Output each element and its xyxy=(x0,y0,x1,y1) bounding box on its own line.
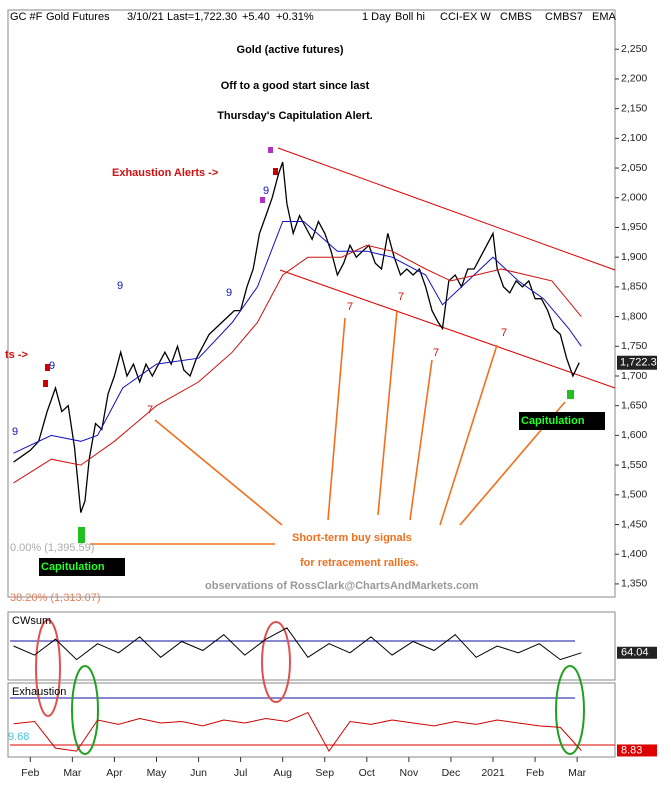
x-tick-label: Sep xyxy=(315,767,334,779)
last-label-bg xyxy=(617,646,657,659)
count-label: 7 xyxy=(398,291,404,303)
label-bg xyxy=(39,558,125,576)
exhaustion-panel xyxy=(7,682,616,758)
annotation: 0.00% (1,395.59) xyxy=(10,542,94,554)
header-item: CMBS7 xyxy=(545,11,583,23)
series-line xyxy=(13,711,582,753)
y-tick-label: 1,750 xyxy=(621,340,647,352)
last-label: 64.04 xyxy=(621,647,649,659)
x-tick-label: Jul xyxy=(234,767,247,779)
header-item: Gold Futures xyxy=(46,11,110,23)
x-tick-label: Oct xyxy=(359,767,375,779)
series-line xyxy=(13,221,582,454)
y-tick-label: 2,100 xyxy=(621,132,647,144)
left-label: 9.68 xyxy=(8,731,29,743)
channel-lower xyxy=(279,269,616,389)
chart-subtitle: Thursday's Capitulation Alert. xyxy=(217,110,373,122)
y-tick-label: 1,900 xyxy=(621,251,647,263)
price-panel xyxy=(7,9,616,598)
annotation: for retracement rallies. xyxy=(300,557,419,569)
series-line xyxy=(13,244,582,484)
annotation: observations of RossClark@ChartsAndMarke… xyxy=(205,580,479,592)
count-label: 7 xyxy=(433,347,439,359)
y-tick-label: 1,550 xyxy=(621,459,647,471)
y-tick-label: 1,600 xyxy=(621,429,647,441)
arrows xyxy=(90,309,566,545)
header-item: Last=1,722.30 xyxy=(167,11,237,23)
x-tick-label: Dec xyxy=(442,767,461,779)
y-tick-label: 1,950 xyxy=(621,221,647,233)
x-tick-label: Feb xyxy=(526,767,544,779)
count-label: 7 xyxy=(501,327,507,339)
x-tick-label: Mar xyxy=(63,767,82,779)
y-tick-label: 1,800 xyxy=(621,310,647,322)
series-line xyxy=(13,161,580,513)
count-label: 9 xyxy=(49,360,55,372)
label-bg xyxy=(519,412,605,430)
y-tick-label: 1,450 xyxy=(621,518,647,530)
y-tick-label: 1,500 xyxy=(621,489,647,501)
annotation: 38.20% (1,313.07) xyxy=(10,592,101,604)
y-tick-label: 2,150 xyxy=(621,102,647,114)
y-tick-label: 2,250 xyxy=(621,43,647,55)
chart-title: Gold (active futures) xyxy=(237,44,344,56)
header-item: Boll hi xyxy=(395,11,425,23)
y-tick-label: 1,700 xyxy=(621,370,647,382)
annotation: Short-term buy signals xyxy=(292,532,412,544)
y-tick-label: 2,050 xyxy=(621,162,647,174)
last-price-bg xyxy=(617,355,657,370)
count-label: 7 xyxy=(147,404,153,416)
y-tick-label: 1,850 xyxy=(621,281,647,293)
header-item: CMBS xyxy=(500,11,532,23)
y-tick-label: 1,400 xyxy=(621,548,647,560)
y-tick-label: 1,650 xyxy=(621,399,647,411)
y-tick-label: 1,350 xyxy=(621,578,647,590)
count-label: 9 xyxy=(117,280,123,292)
header-item: +5.40 xyxy=(242,11,270,23)
x-tick-label: Nov xyxy=(400,767,419,779)
header-item: EMA xyxy=(592,11,617,23)
panel-title: Exhaustion xyxy=(12,686,66,698)
count-label: 9 xyxy=(263,185,269,197)
header-item: 1 Day xyxy=(362,11,391,23)
x-tick-label: 2021 xyxy=(481,767,505,779)
x-tick-label: May xyxy=(147,767,168,779)
panel-title: CWsum xyxy=(12,615,51,627)
header-item: 3/10/21 xyxy=(127,11,164,23)
last-price: 1,722.3 xyxy=(620,357,657,369)
channel-upper xyxy=(277,147,616,271)
x-tick-label: Apr xyxy=(106,767,123,779)
annotation: Exhaustion Alerts -> xyxy=(112,167,218,179)
cwsum-panel xyxy=(7,611,616,681)
count-label: 9 xyxy=(12,426,18,438)
y-tick-label: 2,200 xyxy=(621,73,647,85)
highlights xyxy=(35,619,585,755)
x-tick-label: Feb xyxy=(21,767,39,779)
header-item: GC #F xyxy=(10,11,43,23)
x-tick-label: Aug xyxy=(273,767,292,779)
x-tick-label: Jun xyxy=(190,767,207,779)
count-label: 7 xyxy=(347,301,353,313)
count-label: 9 xyxy=(226,287,232,299)
last-label-bg xyxy=(617,744,657,757)
annotation: Capitulation xyxy=(521,415,585,427)
chart-subtitle: Off to a good start since last xyxy=(221,80,370,92)
annotation: Capitulation xyxy=(41,561,105,573)
x-tick-label: Mar xyxy=(568,767,587,779)
y-tick-label: 2,000 xyxy=(621,192,647,204)
last-label: 8.83 xyxy=(621,744,642,756)
alert-markers xyxy=(43,147,574,543)
header-item: +0.31% xyxy=(276,11,314,23)
series-line xyxy=(13,627,582,661)
header-item: CCI-EX W xyxy=(440,11,491,23)
annotation: ts -> xyxy=(5,349,28,361)
